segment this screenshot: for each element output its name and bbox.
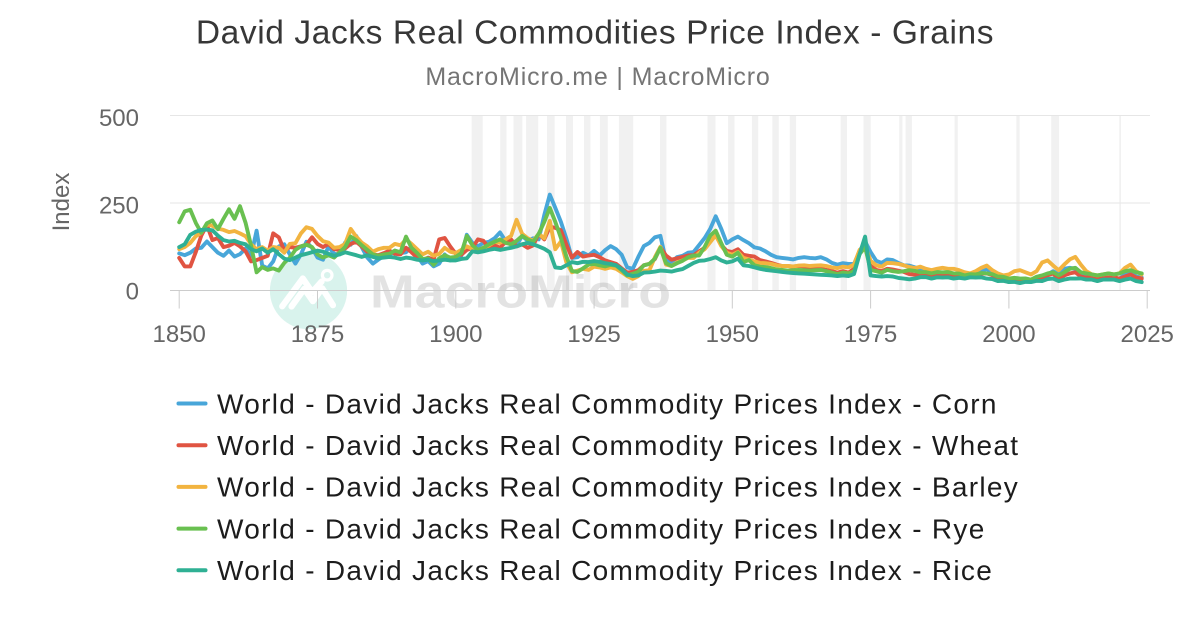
svg-text:World - David Jacks Real Commo: World - David Jacks Real Commodity Price… <box>217 388 998 419</box>
svg-text:1950: 1950 <box>706 321 759 348</box>
svg-text:World - David Jacks Real Commo: World - David Jacks Real Commodity Price… <box>217 430 1019 461</box>
svg-text:1975: 1975 <box>844 321 897 348</box>
svg-text:Index: Index <box>48 173 75 232</box>
svg-text:World - David Jacks Real Commo: World - David Jacks Real Commodity Price… <box>217 555 993 586</box>
svg-text:0: 0 <box>126 279 139 306</box>
svg-text:1925: 1925 <box>567 321 620 348</box>
svg-text:World - David Jacks Real Commo: World - David Jacks Real Commodity Price… <box>217 472 1019 503</box>
svg-text:500: 500 <box>99 105 139 132</box>
svg-text:MacroMicro: MacroMicro <box>370 266 671 318</box>
svg-text:MacroMicro.me | MacroMicro: MacroMicro.me | MacroMicro <box>425 63 770 91</box>
svg-text:David Jacks Real Commodities P: David Jacks Real Commodities Price Index… <box>196 15 994 52</box>
svg-text:2025: 2025 <box>1121 321 1174 348</box>
svg-text:1875: 1875 <box>291 321 344 348</box>
svg-text:1900: 1900 <box>429 321 482 348</box>
svg-text:1850: 1850 <box>153 321 206 348</box>
svg-text:250: 250 <box>99 193 139 220</box>
svg-text:2000: 2000 <box>982 321 1035 348</box>
svg-text:World - David Jacks Real Commo: World - David Jacks Real Commodity Price… <box>217 513 986 544</box>
